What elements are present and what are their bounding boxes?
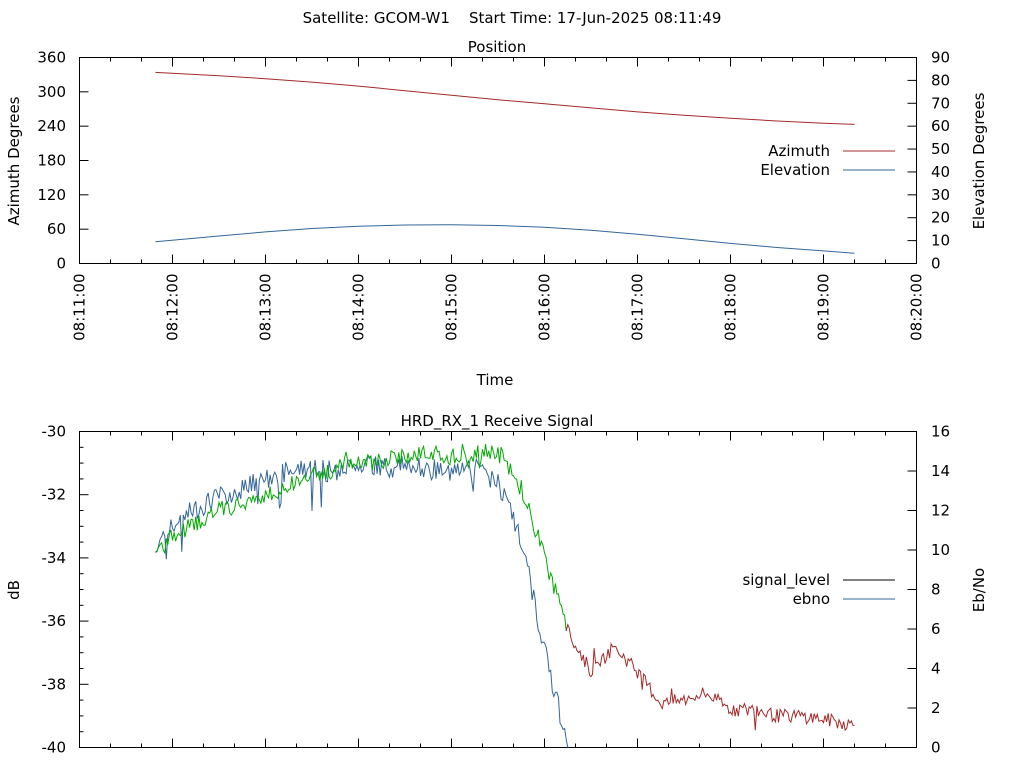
position-chart: Position 08:11:00 08:12:00 08:13:00 08:14:0… [5,38,988,389]
x-tick-label: 08:17:00 [629,274,647,341]
legend-label-elevation: Elevation [760,161,830,179]
y2-tick-label: 70 [931,94,950,112]
y-tick-label: -32 [42,486,67,504]
y2-tick-label: 50 [931,140,950,158]
y-tick-label: -30 [42,423,67,441]
y2-tick-label: 0 [931,255,941,273]
signal-chart-title: HRD_RX_1 Receive Signal [401,412,594,431]
x-tick-label: 08:14:00 [350,274,368,341]
y-tick-label: -34 [42,549,67,567]
position-y2-axis-label: Elevation Degrees [970,92,988,229]
legend-label-signal-level: signal_level [742,571,830,590]
y2-tick-label: 8 [931,581,941,599]
y2-tick-label: 20 [931,209,950,227]
y2-tick-label: 14 [931,462,950,480]
y2-tick-label: 0 [931,739,941,757]
page-title: Satellite: GCOM-W1 Start Time: 17-Jun-20… [303,9,722,27]
signal-series [155,443,855,748]
x-tick-label: 08:13:00 [257,274,275,341]
x-tick-label: 08:18:00 [722,274,740,341]
y-tick-label: 300 [37,83,66,101]
y-tick-label: 180 [37,152,66,170]
y2-tick-label: 12 [931,502,950,520]
y2-tick-label: 10 [931,232,950,250]
signal-axes: -40 -38 -36 -34 -32 -30 0 2 4 6 8 10 12 14 16 [42,423,951,757]
x-tick-label: 08:12:00 [164,274,182,341]
y-tick-label: 240 [37,117,66,135]
x-tick-label: 08:19:00 [815,274,833,341]
x-tick-label: 08:20:00 [908,274,926,341]
y-tick-label: 0 [56,255,66,273]
position-y-axis-label: Azimuth Degrees [5,96,23,225]
legend-label-azimuth: Azimuth [768,142,830,160]
series-line-signal-level-locked [155,443,567,631]
x-tick-label: 08:15:00 [443,274,461,341]
signal-plot-frame [79,431,917,748]
x-tick-label: 08:16:00 [536,274,554,341]
y2-tick-label: 16 [931,423,950,441]
y-tick-label: -38 [42,675,67,693]
y-tick-label: 120 [37,186,66,204]
y2-tick-label: 4 [931,660,941,678]
signal-chart: HRD_RX_1 Receive Signal -40-38-36-34-32-… [5,412,988,757]
series-line-elevation [155,224,855,254]
series-line-signal-level-unlocked [565,623,855,732]
y-tick-label: -40 [42,739,67,757]
position-chart-title: Position [468,38,526,56]
signal-y-axis-label: dB [5,580,23,600]
y2-tick-label: 40 [931,163,950,181]
signal-y2-axis-label: Eb/No [970,568,988,612]
position-series [155,71,855,254]
y2-tick-label: 90 [931,49,950,67]
y-tick-label: 360 [37,49,66,67]
legend-label-ebno: ebno [793,590,830,608]
signal-legend: signal_level ebno [742,571,895,608]
y2-tick-label: 60 [931,117,950,135]
x-tick-label: 08:11:00 [71,274,89,341]
y2-tick-label: 6 [931,620,941,638]
y2-tick-label: 30 [931,186,950,204]
y-tick-label: -36 [42,612,67,630]
position-axes: 08:11:00 08:12:00 08:13:00 08:14:00 08:15:00… [37,49,950,341]
position-legend: Azimuth Elevation [760,142,895,179]
position-x-axis-label: Time [476,371,514,389]
y-tick-label: 60 [47,220,66,238]
series-line-ebno [155,454,569,748]
y2-tick-label: 2 [931,699,941,717]
y2-tick-label: 80 [931,71,950,89]
series-line-azimuth [155,71,855,125]
y2-tick-label: 10 [931,541,950,559]
